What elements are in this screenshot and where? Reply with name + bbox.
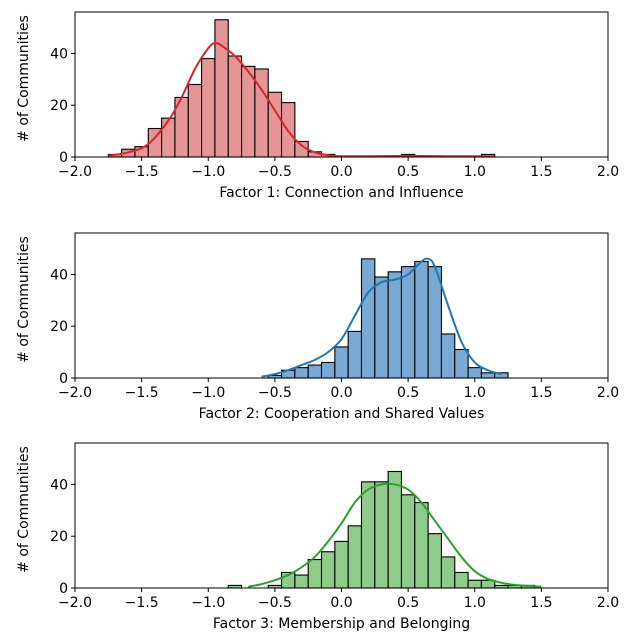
x-tick-label: 0.5 — [397, 385, 419, 401]
panel-factor-2: −2.0 −1.5 −1.0 −0.5 0.0 0.5 1.0 1.5 2.0 0 20 40 Fact… — [16, 232, 619, 422]
histogram-bar — [214, 19, 229, 158]
histogram-bar — [454, 348, 469, 379]
histogram-bar — [454, 571, 469, 589]
y-tick-label: 0 — [59, 150, 68, 166]
y-tick-label: 40 — [50, 267, 68, 283]
x-tick-label: 1.0 — [464, 385, 486, 401]
x-tick-label: 0.0 — [330, 164, 352, 180]
x-tick-label: −0.5 — [258, 385, 292, 401]
x-tick-label: −1.0 — [191, 164, 225, 180]
panel-factor-1: −2.0 −1.5 −1.0 −0.5 0.0 0.5 1.0 1.5 2.0 0 20 40 Fact… — [16, 11, 619, 201]
x-tick-label: 1.5 — [530, 385, 552, 401]
histogram-bar — [414, 502, 429, 589]
y-tick-label: 0 — [59, 581, 68, 597]
x-tick-label: −2.0 — [58, 385, 92, 401]
y-axis-label: # of Communities — [16, 446, 32, 573]
histogram-bar — [467, 579, 482, 589]
kde-curve — [261, 257, 502, 378]
histogram-bar — [227, 55, 243, 158]
y-tick-label: 0 — [59, 371, 68, 387]
histogram-bar — [387, 271, 403, 379]
histogram-bar — [334, 540, 349, 589]
x-tick-label: 2.0 — [597, 595, 619, 611]
histogram-bar — [161, 117, 176, 158]
x-tick-label: 0.5 — [397, 595, 419, 611]
panel-factor-3: −2.0 −1.5 −1.0 −0.5 0.0 0.5 1.0 1.5 2.0 0 20 40 Fact… — [16, 442, 619, 632]
histogram-bar — [241, 65, 256, 158]
histogram-bar — [294, 574, 309, 589]
y-tick-label: 20 — [50, 319, 68, 335]
x-tick-label: 1.0 — [464, 164, 486, 180]
histogram-bar — [347, 525, 363, 589]
x-tick-label: 2.0 — [597, 385, 619, 401]
histogram-bar — [374, 276, 389, 379]
histogram-bar — [320, 361, 336, 379]
histogram-bar — [480, 372, 496, 379]
kde-curve — [248, 482, 542, 588]
histogram-bar — [440, 556, 456, 589]
histogram-bar — [427, 266, 442, 379]
y-tick-label: 20 — [50, 529, 68, 545]
x-axis-label: Factor 2: Cooperation and Shared Values — [199, 406, 485, 422]
histogram-bar — [440, 333, 456, 379]
x-tick-label: 1.0 — [464, 595, 486, 611]
y-tick-label: 40 — [50, 46, 68, 62]
x-tick-label: −1.0 — [191, 385, 225, 401]
x-tick-label: 1.5 — [530, 164, 552, 180]
histogram-bar — [307, 364, 323, 379]
histogram-bar — [400, 494, 416, 589]
x-axis-label: Factor 1: Connection and Influence — [219, 185, 463, 201]
histogram-bar — [307, 558, 323, 589]
histogram-bar — [187, 83, 203, 158]
x-tick-label: −2.0 — [58, 164, 92, 180]
x-tick-label: −1.5 — [125, 164, 159, 180]
histogram-bar — [427, 533, 442, 589]
x-tick-label: −2.0 — [58, 595, 92, 611]
histogram-bar — [400, 266, 416, 379]
x-tick-label: 1.5 — [530, 595, 552, 611]
x-tick-label: −0.5 — [258, 164, 292, 180]
histogram-bar — [347, 330, 363, 379]
histogram-bar — [467, 367, 482, 379]
y-axis-label: # of Communities — [16, 236, 32, 363]
x-tick-label: −1.5 — [125, 595, 159, 611]
histogram-bar — [201, 58, 216, 158]
y-axis-label: # of Communities — [16, 15, 32, 142]
x-axis-label: Factor 3: Membership and Belonging — [213, 616, 470, 632]
x-tick-label: 0.0 — [330, 385, 352, 401]
x-tick-label: −1.5 — [125, 385, 159, 401]
histogram-bar — [334, 346, 349, 379]
histogram-bar — [360, 481, 376, 589]
x-tick-label: −0.5 — [258, 595, 292, 611]
histogram-bar — [360, 258, 376, 379]
kde-curve — [108, 41, 495, 158]
x-tick-label: 2.0 — [597, 164, 619, 180]
histogram-bar — [387, 470, 403, 589]
x-tick-label: −1.0 — [191, 595, 225, 611]
x-tick-label: 0.0 — [330, 595, 352, 611]
histogram-bar — [414, 260, 429, 379]
y-tick-label: 40 — [50, 477, 68, 493]
x-tick-label: 0.5 — [397, 164, 419, 180]
histogram-bar — [374, 481, 389, 589]
y-tick-label: 20 — [50, 98, 68, 114]
histogram-bar — [294, 367, 309, 379]
histogram-bar — [320, 551, 336, 589]
